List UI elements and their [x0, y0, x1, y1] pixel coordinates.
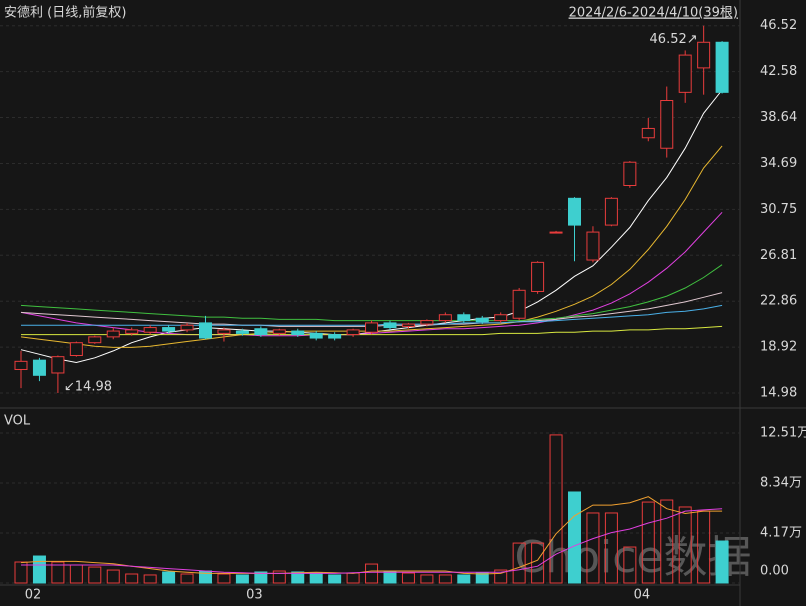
candle-body [346, 329, 360, 336]
candle-body [235, 330, 249, 334]
volume-bar [291, 571, 305, 584]
volume-bar [235, 574, 249, 584]
candle-body [604, 197, 618, 226]
volume-bar [641, 501, 655, 584]
y-tick-label: 4.17万 [760, 525, 802, 540]
volume-bar [14, 561, 28, 584]
candle-body [494, 314, 508, 322]
candle-body [125, 329, 139, 334]
candle-body [438, 314, 452, 322]
candle-body [254, 328, 268, 336]
candle-body [383, 322, 397, 329]
volume-bar [309, 572, 323, 584]
chart-title: 安德利 (日线,前复权) [4, 5, 126, 21]
volume-bar [32, 555, 46, 584]
volume-bar [125, 573, 139, 584]
volume-bar [660, 499, 674, 584]
candle-body [180, 324, 194, 331]
indicator-line [21, 508, 723, 574]
candle-body [697, 41, 711, 69]
volume-bar [106, 569, 120, 584]
candle-body [531, 261, 545, 292]
volume-bar [568, 491, 581, 584]
candle-body [199, 322, 212, 339]
candle-body [568, 197, 581, 226]
y-tick-label: 14.98 [760, 386, 797, 401]
candle-body [272, 329, 286, 334]
x-tick-label: 02 [25, 588, 42, 603]
volume-bar [383, 570, 397, 584]
candle-body [14, 360, 28, 370]
y-tick-label: 8.34万 [760, 475, 802, 490]
candle-body [586, 231, 600, 261]
volume-bar [254, 571, 268, 584]
y-tick-label: 18.92 [760, 340, 797, 355]
y-tick-label: 30.75 [760, 202, 797, 217]
volume-bar [715, 540, 729, 584]
x-tick-label: 03 [246, 588, 263, 603]
volume-bar [51, 561, 65, 584]
candle-body [32, 359, 46, 376]
volume-bar [457, 574, 471, 584]
candle-body [69, 342, 83, 357]
volume-bar [604, 512, 618, 584]
y-tick-label: 12.51万 [760, 425, 806, 440]
volume-bar [678, 506, 692, 584]
date-range: 2024/2/6-2024/4/10(39根) [569, 6, 738, 21]
candle-body [457, 314, 471, 322]
y-tick-label: 42.58 [760, 64, 797, 79]
volume-bar [623, 546, 637, 584]
volume-bar [420, 574, 434, 584]
candle-body [512, 289, 526, 319]
volume-bar [143, 574, 157, 584]
candle-body [475, 317, 489, 323]
volume-bar [328, 574, 342, 584]
y-tick-label: 34.69 [760, 156, 797, 171]
volume-bar [401, 572, 415, 584]
volume-bar [586, 512, 600, 584]
y-tick-label: 26.81 [760, 248, 797, 263]
volume-bar [217, 573, 231, 584]
annotation: ↙14.98 [64, 380, 112, 395]
volume-bar [88, 566, 102, 584]
x-tick-label: 04 [634, 588, 651, 603]
volume-bar [365, 563, 379, 584]
candle-body [106, 330, 120, 338]
y-tick-label: 46.52 [760, 18, 797, 33]
volume-bar [549, 434, 563, 584]
y-tick-label: 22.86 [760, 294, 797, 309]
volume-bar [475, 572, 489, 584]
volume-bar [512, 542, 526, 584]
candle-body [162, 327, 176, 332]
indicator-line [21, 325, 723, 336]
candle-body [401, 323, 415, 327]
y-tick-label: 38.64 [760, 110, 797, 125]
candle-body [309, 332, 323, 339]
candle-body [678, 54, 692, 93]
candle-body [328, 334, 342, 339]
candle-body [715, 41, 729, 93]
volume-bar [272, 570, 286, 584]
candle-body [143, 327, 157, 333]
volume-bar [180, 573, 194, 584]
candle-body [365, 322, 379, 333]
watermark: Choice数据 [514, 532, 751, 583]
panel-title: VOL [4, 414, 31, 429]
candle-body [641, 127, 655, 139]
candle-body [660, 99, 674, 149]
annotation: 46.52↗ [650, 32, 698, 47]
y-tick-label: 0.00 [760, 564, 789, 579]
candle-body [217, 329, 231, 334]
candle-body [549, 231, 563, 234]
volume-bar [162, 571, 176, 584]
candle-body [51, 356, 65, 374]
volume-bar [438, 574, 452, 584]
volume-bar [494, 569, 508, 584]
candle-body [88, 336, 102, 344]
candle-body [420, 320, 434, 325]
candle-body [623, 161, 637, 187]
candle-body [291, 330, 305, 336]
